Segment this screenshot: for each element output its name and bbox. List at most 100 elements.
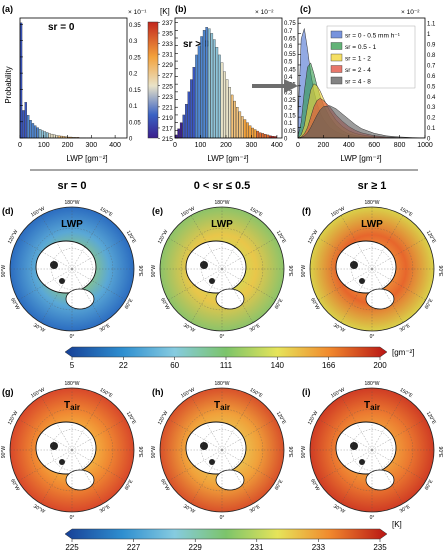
meridian-line [340,449,373,504]
panel-b-bar [200,36,203,139]
meridian-line [71,268,104,323]
map-panel-title: Tair [214,400,230,412]
map-panel-title: Tair [64,400,80,412]
longitude-label: 30°W [332,322,346,333]
panel-b-bar [248,125,252,139]
latitude-circle [30,408,114,492]
longitude-label: 0° [220,334,225,340]
panel-b-xtick-label: 0 [173,142,177,149]
tair-colorbar-unit: [K] [392,520,402,529]
meridian-line [18,449,73,482]
panel-b-bar [205,27,208,139]
panel-b-y-multiplier: × 10⁻² [255,9,274,16]
temperature-colorbar-tick-label: 231 [162,52,173,59]
map-panel-title: LWP [211,219,233,230]
column-title-2: 0 < sr ≤ 0.5 [194,180,251,192]
temperature-colorbar-tick-label: 225 [162,83,173,90]
latitude-circle [201,429,243,471]
panel-c-legend-label: sr = 2 - 4 [345,67,371,74]
longitude-label: 90°E [437,447,443,459]
meridian-line [190,449,223,504]
meridian-line [371,449,404,504]
panel-c-legend-label: sr = 1 - 2 [345,56,371,63]
panel-b-bar [179,122,183,139]
panel-a-xlabel: LWP [gm⁻²] [66,154,107,163]
panel-a-axes: 0 100 200 300 400 0 0.05 0.1 0.15 0.2 0.25 0.3 0.35 [18,17,141,149]
tair-colorbar-tick-label: 235 [373,543,387,550]
panel-c: (c) × 10⁻² LWP [gm⁻²] 0 200 400 600 800 10000… [296,4,436,163]
panel-a-label: (a) [2,4,13,14]
longitude-label: 60°W [159,478,170,492]
meridian-line [371,268,426,301]
panel-a-ytick-label: 0 [129,137,133,143]
panel-a-bar [26,115,30,139]
panel-b-bar [195,54,198,139]
panel-a-bar [29,120,32,139]
panel-b-bar [190,79,193,139]
meridian-line [71,449,104,504]
panel-b-ytick-label: 0 [284,137,288,143]
panel-c-ytick-label: 0 [427,137,431,143]
arctic-ocean [35,240,97,294]
map-panel-title-subscript: air [70,403,80,412]
map-panel-title: LWP [361,219,383,230]
tair-colorbar-bar [64,528,388,540]
arctic-ocean [335,240,397,294]
panel-b-ytick-label: 0.5 [284,60,293,66]
panel-c-ytick-label: 0.8 [427,53,436,59]
meridian-line [221,418,276,451]
meridian-line [221,449,254,504]
meridian-line [340,215,373,270]
meridian-line [40,215,73,270]
panel-b-frame [174,17,283,139]
meridian-line [190,215,223,270]
panel-c-legend-swatch [330,42,343,50]
panel-b-ytick-label: 0.45 [284,67,296,73]
panel-c-ytick-label: 0.1 [427,126,436,132]
panel-c-xtick-label: 800 [394,142,406,149]
temperature-colorbar-tick-label: 215 [162,136,173,143]
longitude-label: 90°W [301,265,307,278]
tair-colorbar-tick-label: 225 [65,543,79,550]
panel-b-xtick-label: 400 [271,142,283,149]
greenland-outline [215,469,245,491]
panel-b-bar [243,119,247,139]
panel-b-xtick-label: 200 [220,142,232,149]
longitude-label: 180°W [64,200,79,206]
panel-c-legend-swatch [330,65,343,73]
longitude-label: 180°W [214,200,229,206]
panel-a-bar [24,102,27,139]
map-panel-label: (h) [152,387,164,397]
meridian-line [221,396,254,451]
tair-colorbar: [K] 225 227 229 231 233 235 [64,520,402,550]
panel-a-bar [43,131,47,139]
panel-a-ytick-label: 0.1 [129,104,138,110]
latitude-circle [180,408,264,492]
longitude-label: 0° [70,334,75,340]
temperature-colorbar-tick-label: 237 [162,20,173,27]
panel-c-legend: sr = 0 - 0.5 mm h⁻¹ sr = 0.5 - 1 sr = 1 - … [326,25,416,89]
meridian-line [221,237,276,270]
panel-c-ytick-label: 0.7 [427,63,436,69]
panel-c-ytick-label: 1.1 [427,22,436,28]
longitude-label: 60°E [274,297,285,310]
panel-b-label: (b) [175,4,187,14]
temperature-colorbar: [K] 215 217 219 221 223 225 227 229 231 233 235 237 [147,7,173,143]
panel-b-bar [210,33,214,139]
meridian-line [318,418,373,451]
panel-a-bar [48,133,51,139]
meridian-line [318,237,373,270]
panel-b-ytick-label: 0.6 [284,44,293,50]
panel-b-bar [187,91,191,139]
longitude-label: 90°W [1,265,7,278]
arctic-ocean [35,421,97,475]
meridian-line [40,449,73,504]
island-mark [50,261,58,269]
panel-b-bar [251,127,254,139]
panel-a-ytick-label: 0.2 [129,72,138,78]
map-panel-title: Tair [364,400,380,412]
panel-c-label: (c) [300,4,311,14]
panel-b-ytick-label: 0.4 [284,75,293,81]
latitude-circle [51,429,93,471]
